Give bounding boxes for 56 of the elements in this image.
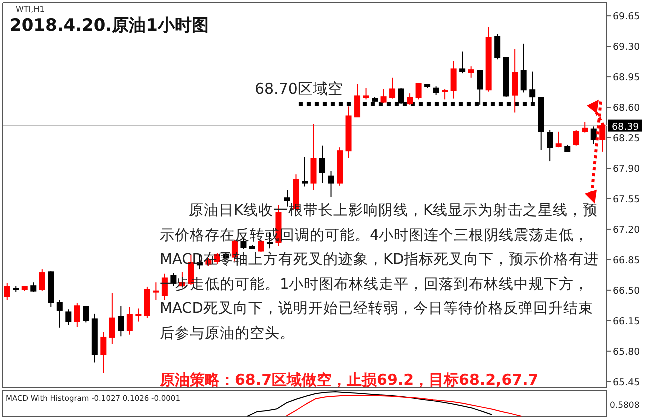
text: 2018.4.20.原油1小时图 xyxy=(10,16,210,36)
candlestick xyxy=(547,130,554,162)
ref-line-label: 68.39 xyxy=(612,122,640,133)
y-tick-label: 66.15 xyxy=(613,316,640,328)
candlestick xyxy=(100,332,107,374)
y-tick-label: 68.25 xyxy=(613,134,640,145)
y-tick-label: 65.45 xyxy=(613,377,640,388)
candlestick xyxy=(39,269,46,292)
candlestick xyxy=(153,282,160,301)
candlestick xyxy=(600,124,606,152)
chart-subtitle: WTI,H1 xyxy=(16,5,45,14)
candlestick xyxy=(556,131,562,148)
candlestick xyxy=(390,77,396,100)
candlestick xyxy=(494,34,501,60)
y-tick-label: 68.60 xyxy=(613,103,640,114)
candlestick xyxy=(520,43,527,94)
candlestick xyxy=(136,308,142,322)
y-tick-label: 68.95 xyxy=(613,72,640,84)
candlestick xyxy=(328,170,334,198)
y-tick-label: 66.85 xyxy=(613,255,640,266)
candlestick xyxy=(416,82,422,100)
candlestick xyxy=(590,126,597,145)
candlestick xyxy=(363,88,370,100)
candlestick xyxy=(468,66,474,78)
candlestick xyxy=(442,88,448,100)
y-tick-label: 67.55 xyxy=(613,194,640,206)
candlestick xyxy=(354,84,361,118)
candlestick xyxy=(302,156,308,188)
candlestick xyxy=(582,122,588,134)
candlestick xyxy=(284,190,290,208)
candlestick xyxy=(512,48,518,114)
y-tick-label: 67.90 xyxy=(613,164,640,175)
candlestick xyxy=(460,51,466,74)
candlestick xyxy=(109,292,116,345)
candlestick xyxy=(4,282,10,301)
candlestick xyxy=(83,306,90,324)
candlestick xyxy=(450,60,457,100)
text: 0.5808 xyxy=(610,401,640,411)
candlestick xyxy=(407,93,414,106)
candlestick xyxy=(56,300,63,328)
candlestick xyxy=(66,309,72,326)
y-tick-label: 66.50 xyxy=(613,286,640,297)
y-tick-label: 67.20 xyxy=(613,224,640,236)
y-tick-label: 65.80 xyxy=(613,346,640,358)
y-tick-label: 69.65 xyxy=(613,12,640,23)
candlestick xyxy=(118,306,124,338)
candlestick xyxy=(74,303,80,328)
candlestick xyxy=(380,88,387,104)
y-tick-label: 69.30 xyxy=(613,42,640,54)
candlestick xyxy=(126,306,133,336)
ref-line-label: 68.70区域空 xyxy=(254,80,343,98)
candlestick xyxy=(170,272,177,287)
candlestick xyxy=(573,130,580,146)
candlestick xyxy=(162,273,168,301)
candlestick xyxy=(320,145,326,184)
annotation: 原油策略：68.7区域做空，止损69.2，目标68.2,67.7 xyxy=(159,371,539,389)
